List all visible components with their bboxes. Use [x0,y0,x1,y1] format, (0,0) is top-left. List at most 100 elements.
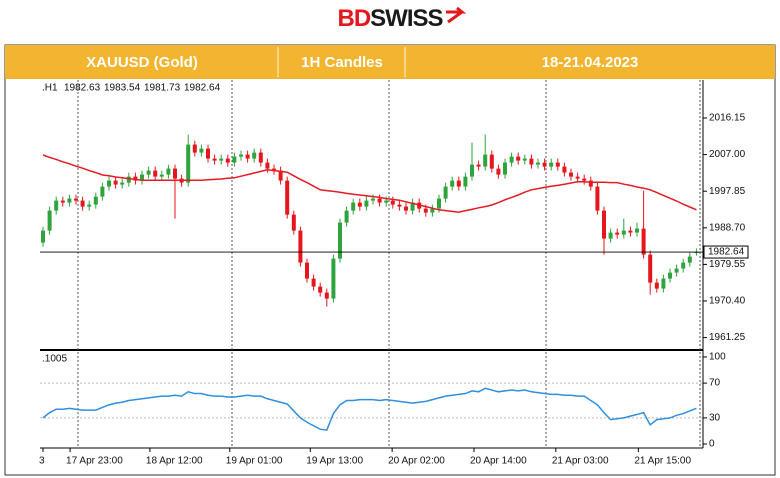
candle-body [146,170,151,175]
candle-body [437,198,441,209]
candle-body [351,202,356,211]
candle-body [186,144,191,183]
candle-body [542,162,547,167]
candle-body [80,200,85,207]
candle-body [344,210,349,223]
candle-body [192,144,197,153]
candle-body [252,152,257,159]
candle-body [199,148,204,153]
rsi-tick-label: 30 [709,413,721,424]
rsi-label: .1005 [42,354,67,365]
candle-body [298,230,303,263]
ohlc-open: 1982.63 [64,83,101,94]
candle-body [483,154,488,167]
timeframe: 1H Candles [301,54,383,71]
candle-body [384,200,389,203]
candle-body [390,200,395,205]
y-tick-label: 1997.85 [709,186,746,197]
x-tick-label: 18 Apr 12:00 [146,456,203,467]
candle-body [173,168,177,179]
candle-body [212,158,217,161]
x-tick-label: 19 Apr 01:00 [226,456,283,467]
candle-body [331,258,336,299]
logo-arrow [446,6,467,24]
candle-body [278,170,283,181]
candle-body [41,230,45,243]
candle-body [265,162,270,169]
separators [77,80,701,448]
x-tick-label: 21 Apr 03:00 [552,456,609,467]
candle-body [470,164,474,177]
x-tick-label: 20 Apr 02:00 [388,456,445,467]
candle-body [364,200,369,207]
candle-body [219,158,224,161]
candle-body [661,278,666,289]
candle-body [107,180,111,187]
candle-body [496,168,501,175]
candle-body [159,174,164,177]
candle-body [285,180,290,215]
candle-body [245,154,250,159]
candle-body [133,176,138,181]
candle-body [404,206,408,211]
logo-b: SWISS [370,5,443,32]
y-tick-label: 1970.40 [709,296,746,307]
price-label: 1982.64 [708,247,745,258]
candle-body [608,232,613,239]
candle-body [648,254,653,283]
candle-body [516,156,521,161]
candle-body [694,252,699,254]
candle-body [503,162,507,175]
candle-body [615,232,620,235]
candle-body [456,180,461,187]
candle-body [641,228,646,255]
candle-body [635,228,639,233]
candle-body [430,208,435,213]
candle-body [120,182,125,185]
logo: BDSWISS [337,5,443,32]
candle-body [549,162,554,167]
candle-body [536,162,540,165]
candle-body [509,156,514,163]
candle-body [628,230,633,233]
x-tick-label: 17 Apr 23:00 [66,456,123,467]
candle-body [324,292,329,299]
candle-body [450,180,455,187]
rsi-tick-label: 70 [709,378,721,389]
candle-body [258,152,263,163]
candle-body [443,186,448,199]
x-tick-label: 20 Apr 14:00 [470,456,527,467]
frame [4,44,776,476]
candle-body [423,208,428,213]
candle-body [371,198,375,201]
candle-body [54,200,59,211]
candle-body [305,262,309,279]
candle-body [377,198,382,203]
candle-body [595,186,600,211]
candle-body [582,178,587,181]
candle-body [463,176,468,187]
ohlc-close: 1982.64 [184,83,221,94]
candle-body [338,222,342,259]
price-box [703,245,749,259]
candle-body [291,214,296,231]
candle-body [232,156,237,163]
ohlc-low: 1981.73 [144,83,181,94]
candle-body [93,196,98,205]
candle-body [60,200,65,203]
candle-body [529,158,534,165]
candle-body [555,162,560,167]
candle-body [588,180,593,187]
dates: 18-21.04.2023 [542,54,639,71]
candle-body [239,154,243,157]
candle-body [87,204,92,207]
candle-body [681,262,686,269]
candle-body [410,202,415,211]
candle-body [357,202,362,207]
x-tick-label: 21 Apr 15:00 [634,456,691,467]
x-tick-label: 19 Apr 13:00 [306,456,363,467]
candle-body [140,174,144,181]
candle-body [100,186,105,197]
